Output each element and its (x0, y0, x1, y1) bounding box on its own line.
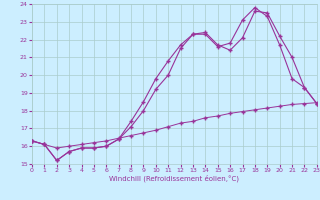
X-axis label: Windchill (Refroidissement éolien,°C): Windchill (Refroidissement éolien,°C) (109, 175, 239, 182)
